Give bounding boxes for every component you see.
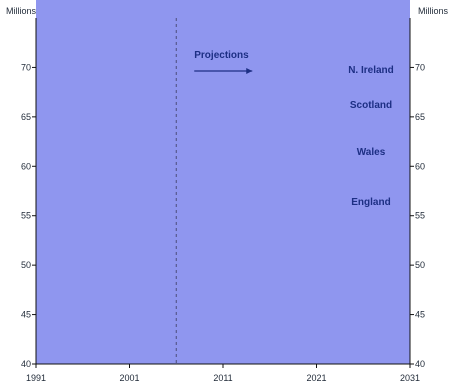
x-tick-label: 2001 <box>119 373 139 383</box>
right-y-tick-label: 65 <box>415 112 425 122</box>
right-y-tick-label: 40 <box>415 359 425 369</box>
n-ireland-label: N. Ireland <box>348 65 394 76</box>
right-y-tick-label: 60 <box>415 161 425 171</box>
labels-layer: 40 40 45 45 50 50 55 55 60 60 65 65 70 70 1991 2001 2011… <box>6 6 449 383</box>
left-y-tick-label: 50 <box>21 260 31 270</box>
plot-layer <box>36 0 410 364</box>
scotland-label: Scotland <box>350 100 392 111</box>
left-y-tick-label: 40 <box>21 359 31 369</box>
right-y-tick-label: 70 <box>415 62 425 72</box>
left-y-tick-label: 60 <box>21 161 31 171</box>
annotation-layer: Projections <box>175 18 253 364</box>
right-y-tick-label: 55 <box>415 211 425 221</box>
x-tick-label: 2021 <box>306 373 326 383</box>
axes-layer <box>32 18 414 368</box>
projection-arrow-head <box>246 68 253 74</box>
wales-label: Wales <box>357 147 386 158</box>
right-axis-label: Millions <box>418 6 449 16</box>
left-y-tick-label: 55 <box>21 211 31 221</box>
x-tick-label: 2011 <box>213 373 232 383</box>
left-axis-label: Millions <box>6 6 37 16</box>
right-y-tick-label: 50 <box>415 260 425 270</box>
x-tick-label: 2031 <box>400 373 420 383</box>
projections-label: Projections <box>194 50 249 61</box>
left-y-tick-label: 70 <box>21 62 31 72</box>
left-y-tick-label: 45 <box>21 310 31 320</box>
left-y-tick-label: 65 <box>21 112 31 122</box>
x-tick-label: 1991 <box>26 373 46 383</box>
right-y-tick-label: 45 <box>415 310 425 320</box>
england-area <box>36 0 410 364</box>
england-label: England <box>351 197 390 208</box>
